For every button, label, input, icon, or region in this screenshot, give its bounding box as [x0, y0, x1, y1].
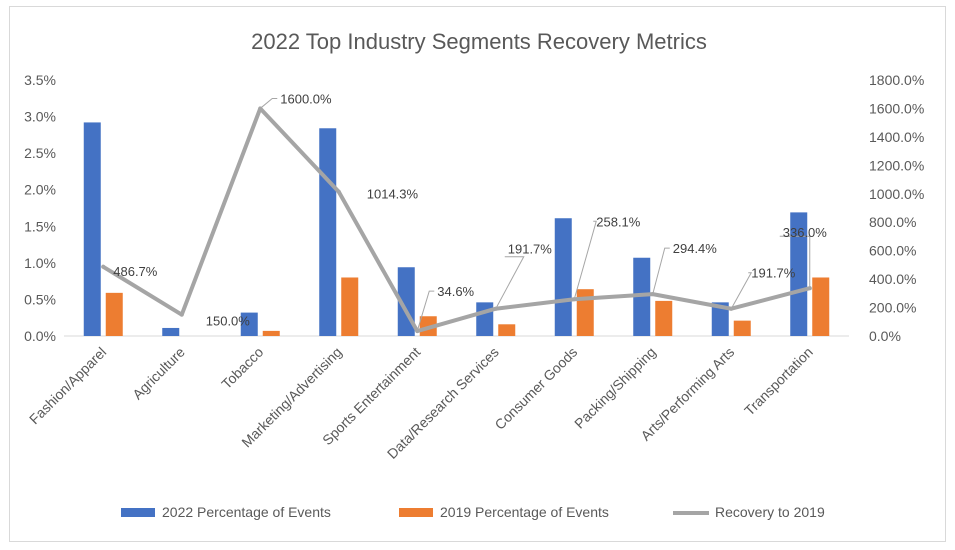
x-category-label: Transportation	[741, 344, 816, 419]
bar-2022	[790, 212, 808, 336]
data-label-leader	[259, 97, 278, 109]
recovery-point	[336, 189, 341, 194]
recovery-data-label: 294.4%	[673, 241, 718, 256]
y-left-tick-label: 1.0%	[24, 255, 56, 271]
bar-2019	[498, 324, 516, 336]
recovery-data-label: 336.0%	[783, 225, 828, 240]
y-right-tick-label: 1200.0%	[869, 157, 924, 173]
recovery-point	[101, 264, 106, 269]
bar-2019	[733, 320, 751, 336]
recovery-data-label: 34.6%	[437, 284, 474, 299]
x-category-label: Consumer Goods	[491, 344, 580, 433]
recovery-data-label: 486.7%	[113, 264, 158, 279]
bar-2022	[554, 218, 572, 336]
y-left-tick-label: 3.0%	[24, 109, 56, 125]
bar-2022	[476, 302, 494, 336]
bar-2022	[162, 327, 180, 336]
recovery-data-label: 191.7%	[751, 266, 796, 281]
bar-2022	[83, 122, 101, 337]
data-label-leader	[730, 272, 753, 309]
chart-title: 2022 Top Industry Segments Recovery Metr…	[251, 29, 707, 54]
recovery-point	[179, 312, 184, 317]
legend-label-recovery: Recovery to 2019	[715, 504, 825, 520]
x-category-label: Agriculture	[129, 344, 188, 403]
bar-2019	[262, 330, 280, 336]
y-left-tick-label: 1.5%	[24, 218, 56, 234]
data-labels: 486.7% 150.0% 1600.0% 1014.3% 34.6% 191.7% 258…	[113, 91, 827, 328]
y-left-axis: 0.0% 0.5% 1.0% 1.5% 2.0% 2.5% 3.0% 3.5%	[24, 72, 56, 344]
bar-2019	[655, 300, 673, 336]
y-right-tick-label: 200.0%	[869, 300, 916, 316]
y-left-tick-label: 2.5%	[24, 145, 56, 161]
y-right-tick-label: 600.0%	[869, 243, 916, 259]
y-right-tick-label: 1600.0%	[869, 100, 924, 116]
y-left-tick-label: 0.5%	[24, 291, 56, 307]
recovery-data-label: 191.7%	[508, 242, 553, 257]
y-right-tick-label: 400.0%	[869, 271, 916, 287]
legend-label-2022: 2022 Percentage of Events	[162, 504, 331, 520]
x-axis-category-labels: Fashion/Apparel Agriculture TobaccoMarketi…	[26, 344, 816, 462]
legend-swatch-2019	[399, 508, 433, 517]
recovery-data-label: 150.0%	[206, 314, 251, 329]
y-right-tick-label: 1000.0%	[869, 186, 924, 202]
data-label-leader	[495, 256, 525, 309]
y-right-tick-label: 0.0%	[869, 328, 901, 344]
legend: 2022 Percentage of Events 2019 Percentage…	[121, 504, 825, 520]
bar-2022	[711, 302, 729, 336]
recovery-data-label: 1600.0%	[280, 91, 332, 106]
data-label-leader	[779, 235, 811, 289]
bar-2022	[319, 128, 337, 336]
y-left-tick-label: 3.5%	[24, 72, 56, 88]
bar-2019	[341, 277, 359, 336]
chart-frame: 2022 Top Industry Segments Recovery Metr…	[9, 6, 946, 542]
recovery-data-label: 1014.3%	[367, 187, 419, 202]
bars	[83, 122, 830, 337]
data-label-leader	[573, 220, 597, 300]
y-left-tick-label: 2.0%	[24, 182, 56, 198]
bar-2022	[240, 312, 258, 336]
bar-2022	[633, 257, 651, 336]
y-left-tick-label: 0.0%	[24, 328, 56, 344]
y-right-tick-label: 800.0%	[869, 214, 916, 230]
recovery-data-label: 258.1%	[596, 214, 641, 229]
x-category-label: Fashion/Apparel	[26, 344, 109, 427]
y-right-tick-label: 1800.0%	[869, 72, 924, 88]
legend-label-2019: 2019 Percentage of Events	[440, 504, 609, 520]
y-right-axis: 0.0% 200.0% 400.0% 600.0% 800.0% 1000.0% 1200.…	[869, 72, 924, 344]
bar-2019	[812, 277, 830, 336]
x-category-label: Tobacco	[218, 344, 266, 392]
bar-2019	[576, 289, 594, 336]
y-right-tick-label: 1400.0%	[869, 129, 924, 145]
data-label-leader	[416, 290, 435, 332]
chart-svg: 2022 Top Industry Segments Recovery Metr…	[24, 29, 924, 520]
recovery-line	[101, 106, 812, 334]
bar-2019	[105, 292, 123, 336]
legend-swatch-2022	[121, 508, 155, 517]
data-label-leader	[652, 247, 670, 295]
data-label-leaders	[259, 97, 811, 332]
x-category-label: Packing/Shipping	[571, 344, 659, 432]
